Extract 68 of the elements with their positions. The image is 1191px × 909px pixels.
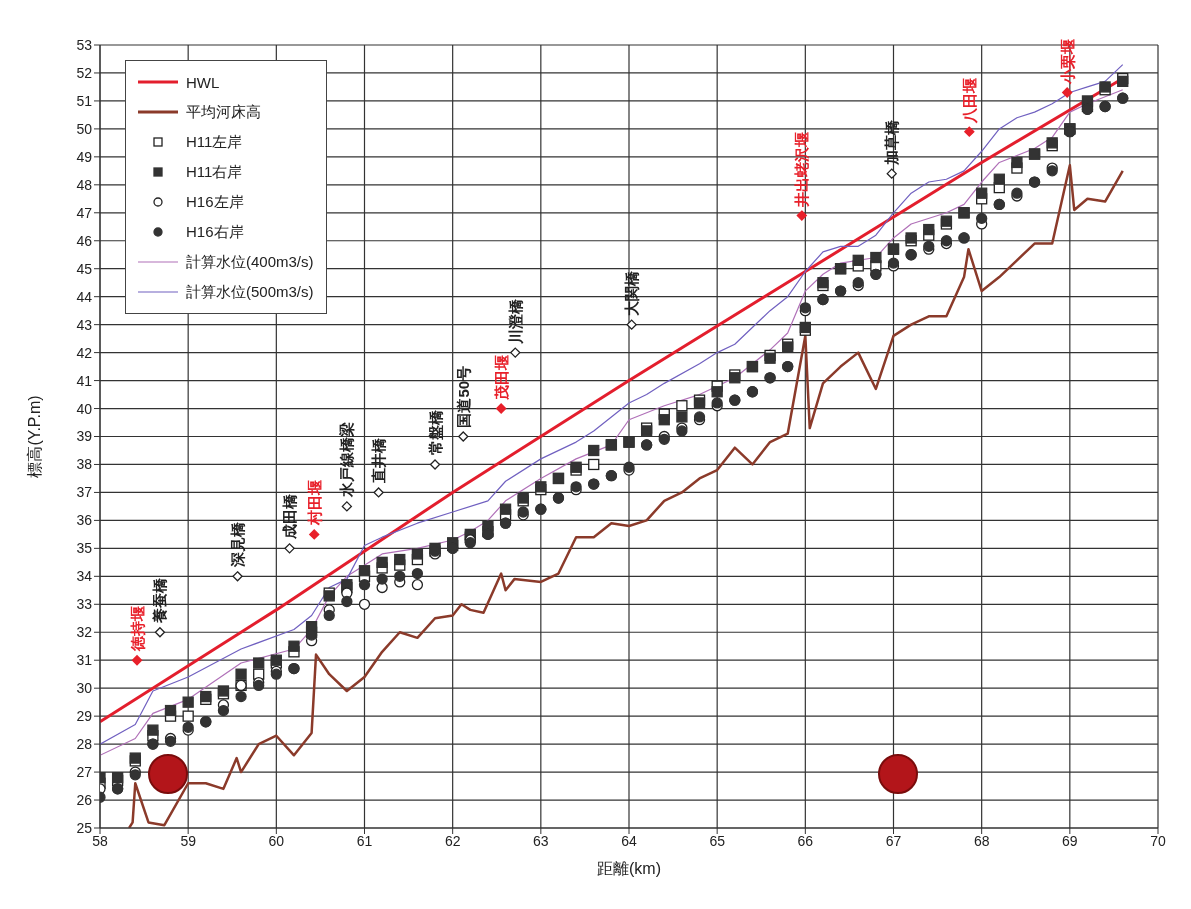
x-tick-label: 61 — [356, 832, 373, 849]
annotation: 大関橋 — [623, 269, 641, 316]
legend-label: H11右岸 — [186, 162, 243, 182]
y-tick-label: 42 — [76, 344, 93, 361]
annotation: 茂田堰 — [492, 354, 510, 401]
annotation: 八田堰 — [960, 77, 978, 124]
y-tick-label: 38 — [76, 456, 93, 473]
y-tick-label: 49 — [76, 148, 93, 165]
y-tick-label: 52 — [76, 64, 93, 81]
y-tick-label: 53 — [76, 36, 93, 53]
legend-label: H16右岸 — [186, 222, 244, 242]
annotation: 村田堰 — [305, 480, 323, 527]
x-tick-label: 59 — [180, 832, 197, 849]
y-tick-label: 51 — [76, 92, 93, 109]
y-tick-label: 47 — [76, 204, 93, 221]
y-tick-label: 32 — [76, 624, 93, 641]
y-tick-label: 25 — [76, 819, 93, 836]
y-tick-label: 29 — [76, 708, 93, 725]
y-tick-label: 31 — [76, 652, 93, 669]
annotation: 直井橋 — [370, 437, 388, 485]
y-tick-label: 41 — [76, 372, 93, 389]
y-tick-label: 48 — [76, 176, 93, 193]
y-tick-label: 43 — [76, 316, 93, 333]
annotation: 深見橋 — [229, 521, 247, 569]
annotation: 徳持堰 — [128, 606, 146, 653]
x-tick-label: 66 — [797, 832, 814, 849]
x-tick-label: 65 — [709, 832, 726, 849]
annotation: 川澄橋 — [506, 297, 524, 345]
x-tick-label: 69 — [1062, 832, 1078, 849]
legend-label: 計算水位(500m3/s) — [186, 282, 314, 302]
x-tick-label: 70 — [1150, 832, 1166, 849]
y-tick-label: 27 — [76, 764, 93, 781]
y-tick-label: 44 — [76, 288, 93, 305]
legend-label: 計算水位(400m3/s) — [186, 252, 314, 272]
legend-label: H16左岸 — [186, 192, 244, 212]
y-tick-label: 37 — [76, 484, 93, 501]
annotation: 常盤橋 — [426, 409, 444, 456]
y-tick-label: 33 — [76, 596, 93, 613]
annotation: 国道50号 — [454, 365, 472, 428]
x-tick-label: 67 — [885, 832, 902, 849]
x-tick-label: 64 — [621, 832, 637, 849]
x-axis-title: 距離(km) — [597, 860, 661, 877]
legend-label: 平均河床高 — [186, 102, 261, 122]
y-tick-label: 35 — [76, 540, 93, 557]
y-tick-label: 28 — [76, 736, 93, 753]
x-tick-label: 58 — [92, 832, 108, 849]
y-tick-label: 45 — [76, 260, 93, 277]
x-tick-label: 62 — [444, 832, 461, 849]
y-tick-label: 30 — [76, 680, 93, 697]
annotation: 小栗堰 — [1058, 38, 1076, 85]
annotation: 養蚕橋 — [151, 577, 169, 625]
x-tick-label: 60 — [268, 832, 285, 849]
y-axis-title: 標高(Y.P.m) — [25, 395, 43, 478]
annotation: 成田橋 — [281, 493, 299, 541]
y-tick-label: 50 — [76, 120, 93, 137]
legend-label: H11左岸 — [186, 132, 243, 152]
y-tick-label: 46 — [76, 232, 93, 249]
y-tick-label: 26 — [76, 792, 93, 809]
y-tick-label: 39 — [76, 428, 93, 445]
annotation: 加草橋 — [883, 118, 901, 166]
x-tick-label: 63 — [533, 832, 549, 849]
annotation: 水戸線橋梁 — [338, 422, 356, 499]
y-tick-label: 40 — [76, 400, 93, 417]
annotation: 井出蛯沢堰 — [793, 131, 811, 208]
x-tick-label: 68 — [973, 832, 990, 849]
y-tick-label: 36 — [76, 512, 93, 529]
y-tick-label: 34 — [76, 568, 93, 585]
legend-label: HWL — [186, 73, 220, 91]
